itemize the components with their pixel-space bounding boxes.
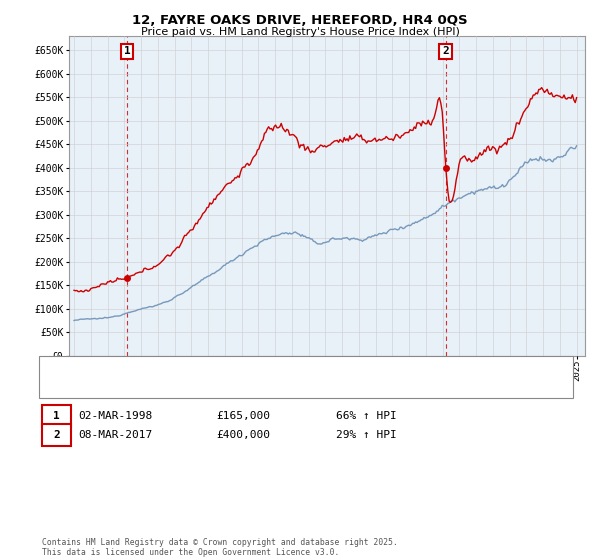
Text: 12, FAYRE OAKS DRIVE, HEREFORD, HR4 0QS: 12, FAYRE OAKS DRIVE, HEREFORD, HR4 0QS — [132, 14, 468, 27]
Text: 66% ↑ HPI: 66% ↑ HPI — [336, 410, 397, 421]
Text: 1: 1 — [124, 46, 131, 57]
Text: Price paid vs. HM Land Registry's House Price Index (HPI): Price paid vs. HM Land Registry's House … — [140, 27, 460, 37]
Text: 2: 2 — [442, 46, 449, 57]
Text: 29% ↑ HPI: 29% ↑ HPI — [336, 430, 397, 440]
Text: Contains HM Land Registry data © Crown copyright and database right 2025.
This d: Contains HM Land Registry data © Crown c… — [42, 538, 398, 557]
Text: 12, FAYRE OAKS DRIVE, HEREFORD, HR4 0QS (detached house): 12, FAYRE OAKS DRIVE, HEREFORD, HR4 0QS … — [99, 366, 449, 376]
Text: 1: 1 — [53, 410, 60, 421]
Text: 02-MAR-1998: 02-MAR-1998 — [78, 410, 152, 421]
Text: £400,000: £400,000 — [216, 430, 270, 440]
Text: HPI: Average price, detached house, Herefordshire: HPI: Average price, detached house, Here… — [99, 379, 405, 389]
Text: £165,000: £165,000 — [216, 410, 270, 421]
Text: 2: 2 — [53, 430, 60, 440]
Text: 08-MAR-2017: 08-MAR-2017 — [78, 430, 152, 440]
